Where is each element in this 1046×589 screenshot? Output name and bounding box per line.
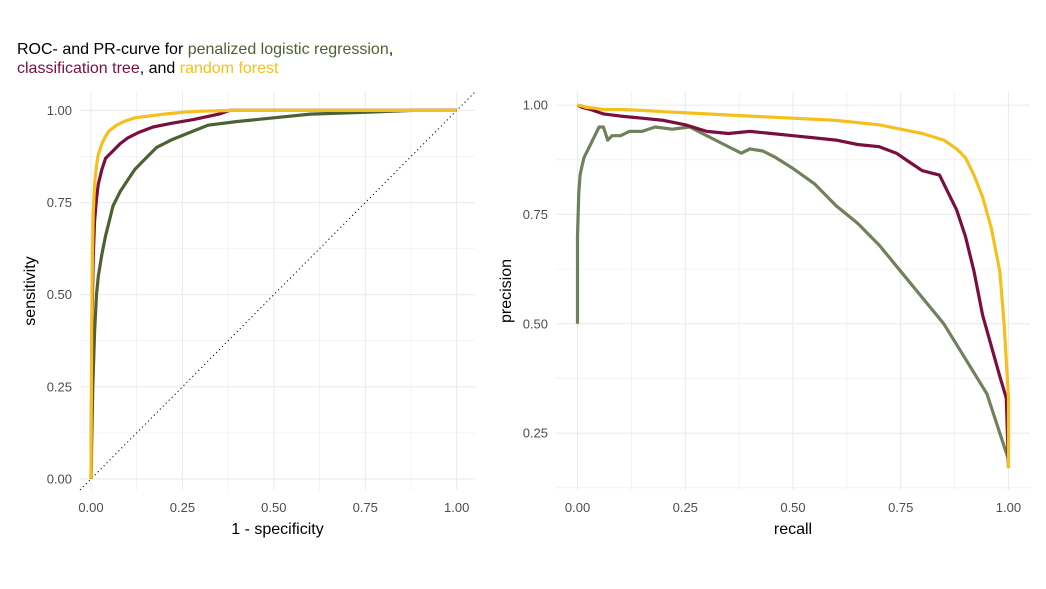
y-axis-title: sensitivity xyxy=(22,256,39,325)
y-tick-label: 0.50 xyxy=(523,316,548,331)
title-text-part: , xyxy=(388,41,394,58)
minor-gridlines xyxy=(80,92,475,490)
x-tick-label: 0.00 xyxy=(565,500,590,515)
x-tick-label: 0.75 xyxy=(888,500,913,515)
x-tick-label: 0.00 xyxy=(78,500,103,515)
reference-diagonal-line xyxy=(79,91,476,491)
series-line-random-forest xyxy=(89,108,457,479)
series-line-random-forest xyxy=(577,103,1011,469)
y-tick-label: 0.25 xyxy=(47,379,72,394)
major-gridlines xyxy=(556,92,1030,490)
x-tick-label: 0.25 xyxy=(170,500,195,515)
title-line-1: ROC- and PR-curve for penalized logistic… xyxy=(17,40,393,59)
title-line-2: classification tree, and random forest xyxy=(17,59,393,78)
x-tick-label: 0.50 xyxy=(261,500,286,515)
y-tick-label: 0.00 xyxy=(47,471,72,486)
series-lines xyxy=(575,103,1011,469)
y-tick-label: 0.50 xyxy=(47,287,72,302)
y-tick-label: 1.00 xyxy=(523,98,548,113)
series-lines xyxy=(89,108,457,479)
y-tick-label: 0.25 xyxy=(523,426,548,441)
x-tick-label: 1.00 xyxy=(444,500,469,515)
y-tick-label: 1.00 xyxy=(47,103,72,118)
x-tick-label: 1.00 xyxy=(996,500,1021,515)
roc-panel: 0.00 0.25 0.50 0.75 1.00 0.00 0.25 0.50 0.75 1.00… xyxy=(22,91,476,538)
title-series-random-forest: random forest xyxy=(179,60,279,77)
y-tick-label: 0.75 xyxy=(523,207,548,222)
y-axis-title: precision xyxy=(498,259,515,323)
chart-title: ROC- and PR-curve for penalized logistic… xyxy=(17,40,393,78)
title-text-part: , and xyxy=(139,60,180,77)
title-text-part: ROC- and PR-curve for xyxy=(17,41,188,58)
x-axis-title: recall xyxy=(774,521,812,538)
title-series-penalized-logistic-regression: penalized logistic regression xyxy=(187,41,389,58)
series-line-classification-tree xyxy=(576,103,1011,469)
y-tick-label: 0.75 xyxy=(47,195,72,210)
x-tick-label: 0.25 xyxy=(673,500,698,515)
series-line-penalized-logistic-regression xyxy=(89,108,457,479)
x-tick-label: 0.50 xyxy=(780,500,805,515)
title-series-classification-tree: classification tree xyxy=(17,60,140,77)
x-tick-label: 0.75 xyxy=(353,500,378,515)
pr-panel: 0.00 0.25 0.50 0.75 1.00 0.25 0.50 0.75 1.00 reca… xyxy=(498,92,1030,538)
x-axis-title: 1 - specificity xyxy=(231,521,323,538)
